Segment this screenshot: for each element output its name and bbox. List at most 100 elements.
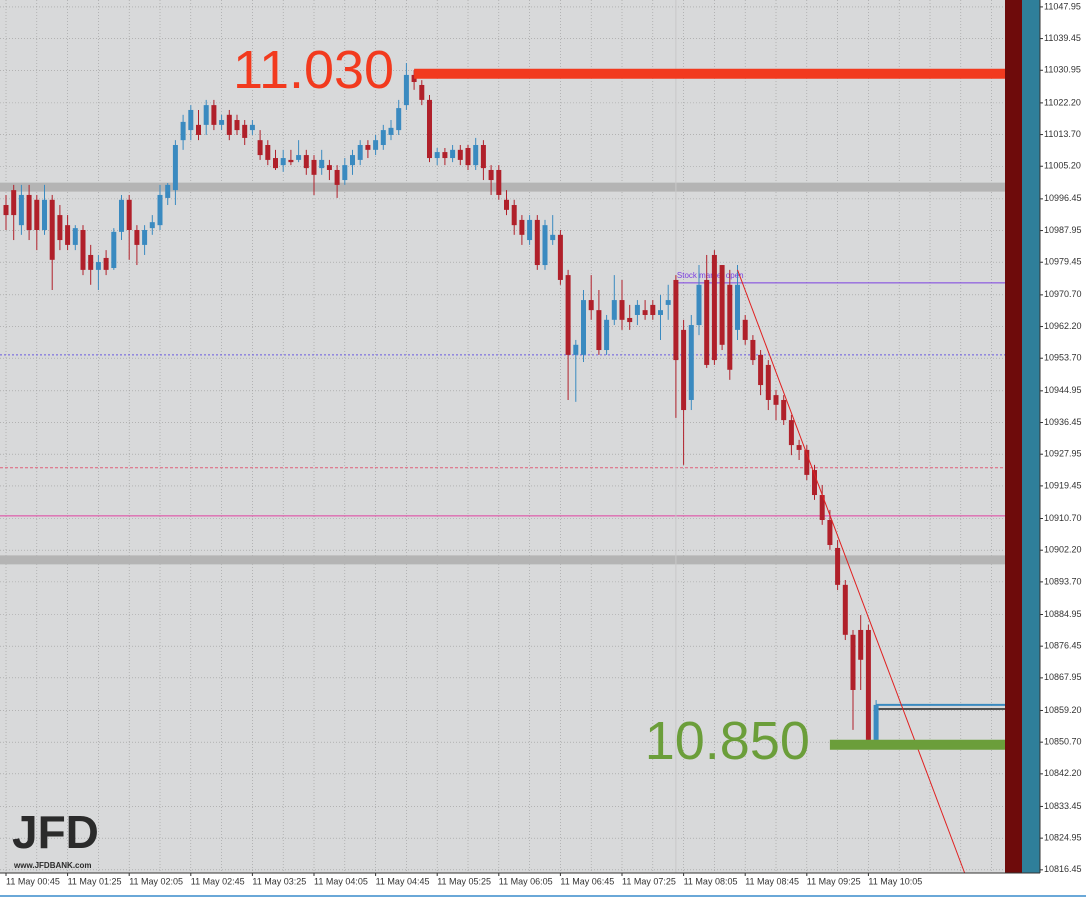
- x-tick-label: 11 May 00:45: [6, 876, 60, 886]
- candle-body: [727, 284, 733, 370]
- candle-body: [496, 169, 502, 195]
- candle-body: [519, 219, 525, 235]
- candle-body: [95, 262, 101, 270]
- candle-body: [265, 145, 271, 160]
- y-tick-label: 10867.95: [1044, 672, 1082, 682]
- y-tick-label: 10816.45: [1044, 864, 1082, 874]
- candle-body: [719, 265, 725, 345]
- x-tick-label: 11 May 10:05: [868, 876, 922, 886]
- y-tick-label: 10987.95: [1044, 225, 1082, 235]
- y-tick-label: 10962.20: [1044, 321, 1082, 331]
- candle-body: [296, 155, 302, 160]
- candle-body: [796, 445, 802, 450]
- candle-body: [673, 279, 679, 361]
- logo-url: www.JFDBANK.com: [13, 861, 92, 870]
- x-tick-label: 11 May 08:45: [745, 876, 799, 886]
- candle-body: [550, 234, 556, 241]
- y-tick-label: 10910.70: [1044, 513, 1082, 523]
- candle-body: [504, 199, 509, 210]
- candle-body: [165, 184, 171, 198]
- candle-body: [835, 547, 841, 585]
- candle-body: [642, 310, 648, 315]
- y-tick-label: 10859.20: [1044, 705, 1082, 715]
- candle-body: [819, 495, 825, 520]
- candle-body: [380, 130, 386, 146]
- candle-body: [49, 199, 55, 260]
- x-tick-label: 11 May 09:25: [807, 876, 861, 886]
- y-tick-label: 11030.95: [1044, 65, 1081, 75]
- candle-body: [473, 145, 479, 166]
- candle-body: [319, 159, 325, 169]
- y-tick-label: 10833.45: [1044, 801, 1082, 811]
- candle-body: [465, 147, 471, 166]
- candle-body: [588, 300, 594, 311]
- candle-body: [611, 300, 617, 320]
- trendline: [737, 269, 966, 874]
- candle-body: [450, 149, 456, 159]
- candle-body: [180, 121, 186, 141]
- candle-body: [865, 629, 871, 740]
- candle-body: [280, 158, 286, 166]
- profile-bar: [1005, 0, 1022, 873]
- candle-body: [34, 199, 40, 230]
- candle-body: [303, 155, 309, 169]
- x-tick-label: 11 May 07:25: [622, 876, 676, 886]
- candle-body: [103, 257, 109, 270]
- y-tick-label: 10919.45: [1044, 480, 1082, 490]
- y-tick-label: 10979.45: [1044, 257, 1082, 267]
- candle-body: [142, 229, 148, 245]
- candle-body: [219, 120, 225, 125]
- candle-body: [172, 145, 178, 191]
- candle-body: [196, 124, 201, 135]
- candle-body: [373, 140, 379, 150]
- y-tick-label: 10842.20: [1044, 768, 1082, 778]
- candle-body: [442, 152, 448, 159]
- x-tick-label: 11 May 04:05: [314, 876, 368, 886]
- candle-body: [873, 704, 879, 740]
- candle-body: [403, 74, 409, 106]
- x-axis-background: [0, 873, 1086, 898]
- candle-body: [596, 310, 602, 351]
- candle-body: [457, 149, 463, 160]
- x-tick-label: 11 May 05:25: [437, 876, 491, 886]
- y-tick-label: 10996.45: [1044, 193, 1082, 203]
- candle-body: [735, 284, 740, 330]
- candle-body: [542, 225, 548, 266]
- candle-body: [11, 190, 17, 216]
- candle-body: [557, 234, 563, 280]
- y-tick-label: 11013.70: [1044, 129, 1081, 139]
- y-tick-label: 10953.70: [1044, 353, 1082, 363]
- axis-background: [1040, 0, 1086, 873]
- x-tick-label: 11 May 03:25: [252, 876, 306, 886]
- candle-body: [480, 145, 486, 169]
- y-tick-label: 10902.20: [1044, 545, 1082, 555]
- candle-body: [488, 169, 494, 181]
- candle-body: [26, 194, 32, 230]
- candle-body: [419, 84, 425, 100]
- candle-body: [149, 222, 155, 229]
- y-tick-label: 10850.70: [1044, 737, 1082, 747]
- candle-body: [619, 300, 625, 320]
- candle-body: [234, 120, 240, 131]
- candle-body: [226, 114, 232, 135]
- candle-body: [427, 99, 432, 159]
- candle-body: [812, 470, 817, 496]
- candle-body: [711, 254, 717, 361]
- candle-body: [765, 364, 771, 400]
- candle-body: [681, 329, 687, 411]
- y-tick-label: 11005.20: [1044, 161, 1081, 171]
- candle-body: [827, 519, 833, 545]
- candle-body: [688, 325, 694, 400]
- y-tick-label: 10970.70: [1044, 289, 1082, 299]
- y-tick-label: 10936.45: [1044, 417, 1082, 427]
- candle-body: [581, 300, 586, 355]
- candle-body: [18, 194, 24, 226]
- x-tick-label: 11 May 02:45: [191, 876, 245, 886]
- candle-body: [804, 449, 810, 475]
- candle-body: [858, 629, 864, 660]
- candle-body: [534, 219, 540, 266]
- candle-body: [211, 105, 217, 125]
- candle-body: [65, 225, 71, 245]
- candle-body: [758, 354, 764, 386]
